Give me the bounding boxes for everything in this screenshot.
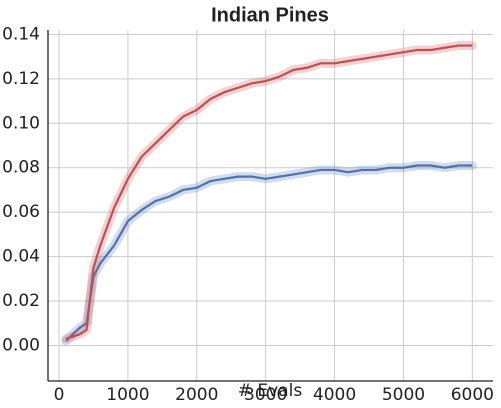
chart-title: Indian Pines: [211, 4, 329, 26]
y-tick-label: 0.10: [2, 113, 40, 133]
line-band: [61, 41, 477, 344]
x-tick-label: 1000: [106, 385, 149, 405]
x-tick-label: 4000: [313, 385, 356, 405]
y-tick-label: 0.14: [2, 24, 40, 44]
line-band: [61, 161, 477, 346]
y-tick-label: 0.00: [2, 335, 40, 355]
line: [65, 164, 473, 342]
x-tick-label: 5000: [382, 385, 425, 405]
x-tick-label: 3000: [244, 385, 287, 405]
y-tick-label: 0.08: [2, 158, 40, 178]
x-tick-label: 0: [54, 385, 65, 405]
line: [65, 44, 473, 340]
y-tick-label: 0.06: [2, 202, 40, 222]
y-tick-label: 0.12: [2, 69, 40, 89]
y-tick-label: 0.02: [2, 291, 40, 311]
x-axis-label: # Evals: [238, 381, 303, 401]
x-tick-label: 6000: [451, 385, 494, 405]
x-tick-label: 2000: [175, 385, 218, 405]
y-tick-label: 0.04: [2, 247, 40, 267]
